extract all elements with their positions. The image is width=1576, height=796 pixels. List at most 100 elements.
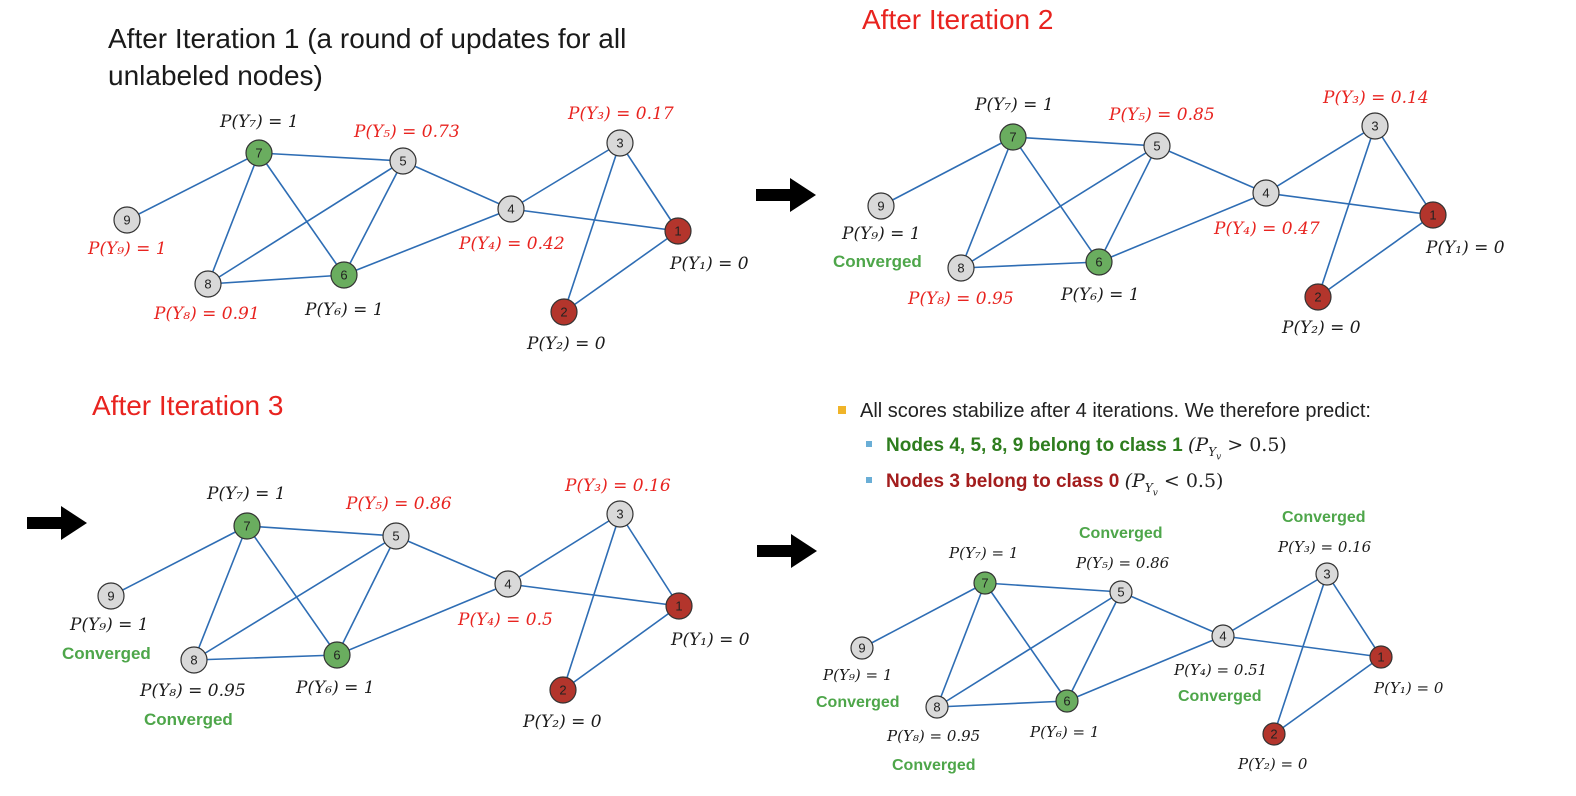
node-circle [180,646,208,674]
node-circle [999,123,1027,151]
label-p3: P(Y₃) = 0.17 [568,104,674,124]
bullet-icon [838,405,846,414]
label-p7: P(Y₇) = 1 [949,544,1019,562]
edge-4-3 [510,142,621,210]
node-circle [194,270,222,298]
node-circle [382,522,410,550]
converged-label: Converged [833,252,922,271]
arrow-right-icon [27,506,87,540]
edge-5-6 [1066,591,1122,702]
node-6: 6 [1085,248,1113,276]
edge-7-6 [1012,136,1100,263]
edge-4-3 [1265,125,1376,194]
node-circle [850,636,874,660]
math-p: (P [1188,434,1209,456]
label-p4: P(Y₄) = 0.42 [459,234,565,254]
edge-3-2 [562,513,621,691]
label-p3: P(Y₃) = 0.16 [565,476,671,496]
edge-1-2 [562,605,680,691]
node-circle [925,695,949,719]
arrow-right-icon [756,178,816,212]
edge-5-8 [936,591,1122,708]
node-circle [1304,283,1332,311]
arrow-right-icon [757,534,817,568]
label-p7: P(Y₇) = 1 [207,484,286,504]
node-circle [245,139,273,167]
node-7: 7 [233,512,261,540]
math-sub: Y [1144,480,1153,495]
node-circle [330,261,358,289]
node-circle [550,298,578,326]
edge-7-9 [861,582,986,649]
label-p7: P(Y₇) = 1 [220,112,299,132]
node-label: 4 [507,202,514,217]
node-8: 8 [925,695,949,719]
edge-5-6 [343,160,404,276]
node-7: 7 [245,139,273,167]
node-circle [664,217,692,245]
node-circle [1109,580,1133,604]
label-p2: P(Y₂) = 0 [1238,755,1308,773]
iter1-title-line2: unlabeled nodes) [108,60,323,91]
node-5: 5 [389,147,417,175]
class1-text: Nodes 4, 5, 8, 9 belong to class 1 [886,435,1183,456]
converged-label: Converged [1079,525,1163,542]
node-label: 5 [1153,139,1160,154]
bullet-icon [866,476,872,483]
label-p5: P(Y₅) = 0.73 [354,122,460,142]
label-p9: P(Y₉) = 1 [70,615,149,635]
node-8: 8 [180,646,208,674]
edge-7-6 [246,525,338,656]
class0-math: (PYv < 0.5) [1125,470,1224,498]
node-label: 5 [399,154,406,169]
node-3: 3 [1315,562,1339,586]
node-circle [973,571,997,595]
node-label: 5 [392,529,399,544]
node-circle [113,206,141,234]
converged-label: Converged [1178,688,1262,705]
edge-5-4 [1120,591,1224,637]
node-circle [606,129,634,157]
node-circle [549,676,577,704]
edge-4-3 [507,513,621,585]
label-p8: P(Y₈) = 0.95 [887,727,981,745]
node-6: 6 [323,641,351,669]
iter3-title: After Iteration 3 [92,390,284,421]
node-1: 1 [665,592,693,620]
node-circle [1262,722,1286,746]
node-label: 7 [255,146,262,161]
node-4: 4 [494,570,522,598]
node-label: 6 [340,268,347,283]
edge-7-5 [984,582,1122,593]
label-p6: P(Y₆) = 1 [296,678,375,698]
node-label: 5 [1117,585,1124,600]
node-4: 4 [1211,624,1235,648]
node-5: 5 [382,522,410,550]
node-3: 3 [606,129,634,157]
node-label: 6 [333,648,340,663]
edge-6-4 [1066,635,1224,702]
converged-label: Converged [1282,509,1366,526]
label-p8: P(Y₈) = 0.91 [154,304,260,324]
label-p6: P(Y₆) = 1 [1030,723,1100,741]
math-subsub: v [1216,452,1222,463]
edge-3-1 [1326,573,1382,658]
bullet-icon [866,440,872,447]
edge-7-8 [193,525,248,661]
node-circle [665,592,693,620]
label-p3: P(Y₃) = 0.16 [1278,538,1372,556]
edge-8-6 [960,261,1100,269]
edge-7-5 [246,525,397,537]
edge-6-4 [343,208,512,276]
edge-8-6 [207,274,345,285]
node-9: 9 [850,636,874,660]
node-circle [97,582,125,610]
iter2-title: After Iteration 2 [862,4,1054,35]
node-circle [1085,248,1113,276]
label-p6: P(Y₆) = 1 [305,300,384,320]
node-4: 4 [1252,179,1280,207]
edge-3-2 [563,142,621,313]
summary-class1: Nodes 4, 5, 8, 9 belong to class 1 (PYv … [866,434,1287,462]
node-6: 6 [330,261,358,289]
node-3: 3 [1361,112,1389,140]
